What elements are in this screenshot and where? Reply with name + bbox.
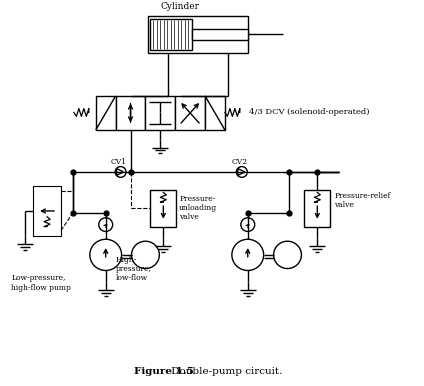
Bar (96, 96, 116, 130)
Circle shape (90, 239, 122, 271)
Circle shape (131, 241, 159, 269)
Text: CV2: CV2 (232, 158, 248, 166)
Circle shape (232, 239, 264, 271)
Bar (151, 19, 192, 50)
Polygon shape (238, 169, 245, 175)
Circle shape (99, 218, 113, 232)
Bar (192, 29, 248, 40)
Circle shape (241, 218, 255, 232)
Text: Pressure-
unloading
valve: Pressure- unloading valve (179, 195, 218, 221)
Text: Figure 1.5: Figure 1.5 (134, 367, 193, 376)
Polygon shape (117, 169, 123, 175)
Text: CV1: CV1 (111, 158, 127, 166)
Text: 4/3 DCV (solenoid-operated): 4/3 DCV (solenoid-operated) (249, 108, 369, 117)
Text: Cylinder: Cylinder (160, 2, 199, 11)
Circle shape (236, 167, 247, 177)
Bar (205, 96, 225, 130)
Bar (151, 190, 176, 227)
Text: Pressure-relief
valve: Pressure-relief valve (334, 191, 391, 209)
Bar (175, 96, 205, 130)
Circle shape (273, 241, 301, 269)
Bar (33, 186, 61, 236)
Bar (304, 190, 330, 227)
Bar (116, 96, 145, 130)
Text: Double-pump circuit.: Double-pump circuit. (168, 367, 283, 376)
Bar (148, 16, 248, 53)
Bar (145, 96, 175, 130)
Circle shape (115, 167, 126, 177)
Text: Low-pressure,
high-flow pump: Low-pressure, high-flow pump (11, 274, 71, 291)
Text: High-
pressure,
low-flow: High- pressure, low-flow (116, 256, 151, 282)
